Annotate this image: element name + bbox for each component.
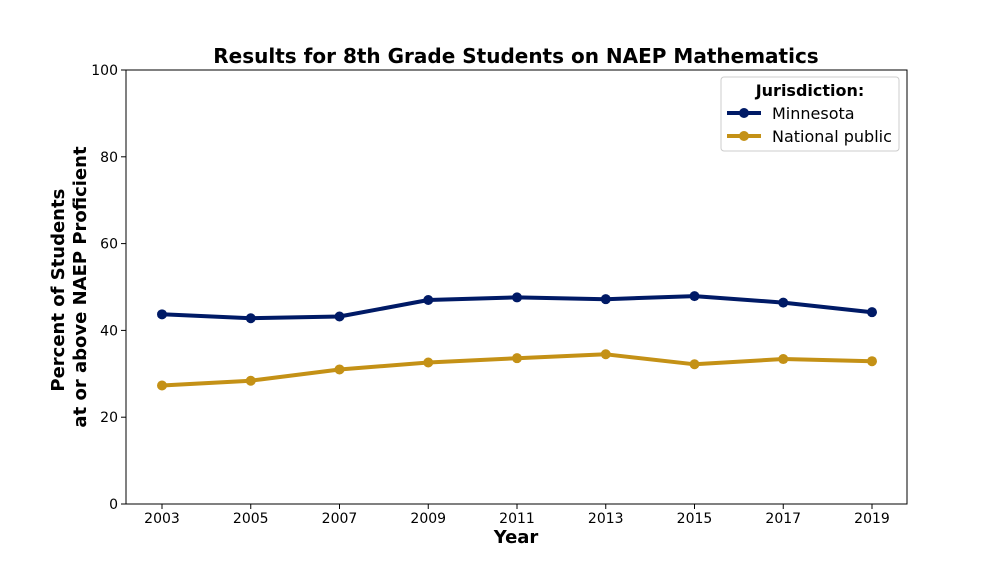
- legend-swatch-marker: [739, 131, 749, 141]
- data-point-national-public: [245, 375, 256, 386]
- legend: Jurisdiction: Minnesota National public: [720, 76, 900, 152]
- data-point-minnesota: [867, 307, 877, 318]
- x-tick-label: 2011: [499, 511, 535, 527]
- y-tick-label: 40: [100, 323, 118, 339]
- x-axis: 2003 2005 2007 2009 2011 2013 2015 2017 2019: [144, 504, 890, 527]
- legend-label: National public: [772, 127, 892, 146]
- x-tick-label: 2003: [144, 511, 180, 527]
- legend-entry-minnesota: Minnesota: [727, 104, 855, 123]
- y-axis-label-line-1: Percent of Students: [48, 189, 69, 392]
- y-tick-label: 100: [91, 63, 118, 79]
- data-point-minnesota: [245, 313, 256, 324]
- data-point-national-public: [334, 364, 345, 375]
- y-tick-label: 20: [100, 410, 118, 426]
- x-tick-label: 2007: [322, 511, 358, 527]
- x-tick-label: 2019: [854, 511, 890, 527]
- y-axis-label-line-2: at or above NAEP Proficient: [70, 146, 91, 428]
- y-axis-label: Percent of Students at or above NAEP Pro…: [48, 146, 91, 428]
- data-point-national-public: [600, 349, 611, 360]
- chart-title: Results for 8th Grade Students on NAEP M…: [213, 44, 818, 68]
- legend-title: Jurisdiction:: [755, 81, 865, 100]
- data-point-minnesota: [334, 311, 345, 322]
- x-tick-label: 2017: [765, 511, 801, 527]
- x-tick-label: 2005: [233, 511, 269, 527]
- data-point-national-public: [157, 380, 167, 391]
- legend-label: Minnesota: [772, 104, 855, 123]
- data-point-minnesota: [778, 297, 789, 308]
- series-minnesota: [157, 291, 877, 324]
- y-tick-label: 80: [100, 150, 118, 166]
- data-point-minnesota: [600, 294, 611, 305]
- data-point-minnesota: [423, 295, 434, 306]
- y-axis: 0 20 40 60 80 100: [91, 63, 126, 513]
- legend-swatch-marker: [739, 108, 749, 118]
- data-point-minnesota: [689, 291, 700, 302]
- data-point-minnesota: [157, 309, 167, 320]
- x-axis-label: Year: [493, 527, 539, 548]
- data-point-national-public: [867, 356, 877, 367]
- y-tick-label: 0: [109, 497, 118, 513]
- legend-entries: Minnesota National public: [727, 104, 892, 146]
- legend-box: [720, 76, 900, 152]
- x-tick-label: 2015: [677, 511, 713, 527]
- data-point-national-public: [778, 354, 789, 365]
- data-point-national-public: [689, 359, 700, 370]
- data-point-minnesota: [512, 292, 522, 303]
- x-tick-label: 2009: [410, 511, 446, 527]
- data-point-national-public: [512, 353, 522, 364]
- x-tick-label: 2013: [588, 511, 624, 527]
- data-point-national-public: [423, 357, 434, 368]
- series-national-public: [157, 349, 877, 391]
- y-tick-label: 60: [100, 237, 118, 253]
- series-layer: [157, 291, 877, 391]
- legend-entry-national-public: National public: [727, 127, 892, 146]
